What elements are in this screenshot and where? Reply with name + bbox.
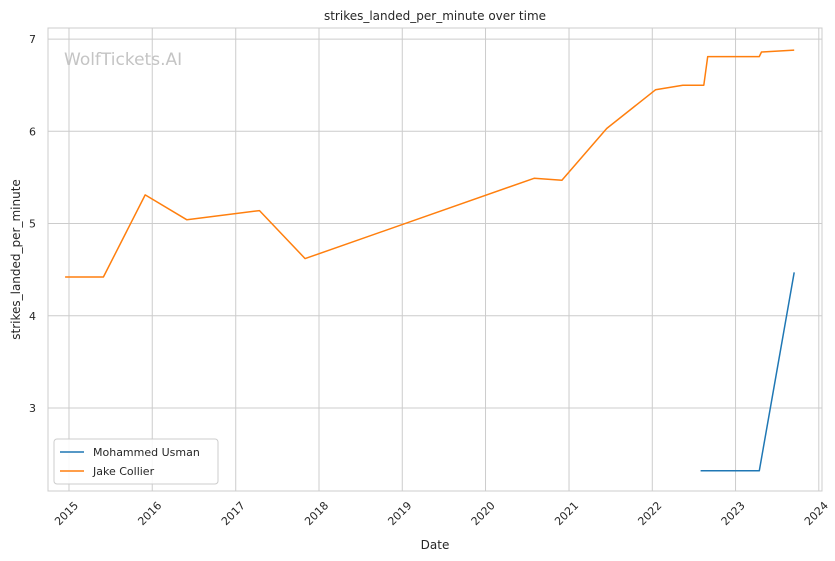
legend-box: [53, 438, 219, 485]
y-tick-label: 3: [29, 402, 36, 415]
series-line-0: [700, 272, 795, 472]
y-axis-label: strikes_landed_per_minute: [9, 179, 23, 340]
legend-label: Mohammed Usman: [93, 446, 200, 459]
y-axis-ticks: 3 4 5 6 7: [29, 33, 36, 415]
y-tick-label: 5: [29, 218, 36, 231]
plot-frame: [47, 27, 823, 492]
x-axis-label: Date: [421, 538, 450, 552]
series-line-1: [65, 49, 795, 278]
grid: [48, 28, 822, 491]
watermark-text: WolfTickets.AI: [64, 50, 182, 70]
series-layer: [65, 49, 795, 472]
y-tick-label: 6: [29, 125, 36, 138]
y-tick-label: 4: [29, 310, 36, 323]
chart-title: strikes_landed_per_minute over time: [324, 9, 546, 23]
legend-label: Jake Collier: [92, 465, 155, 478]
y-tick-label: 7: [29, 33, 36, 46]
legend: Mohammed Usman Jake Collier: [53, 438, 219, 485]
